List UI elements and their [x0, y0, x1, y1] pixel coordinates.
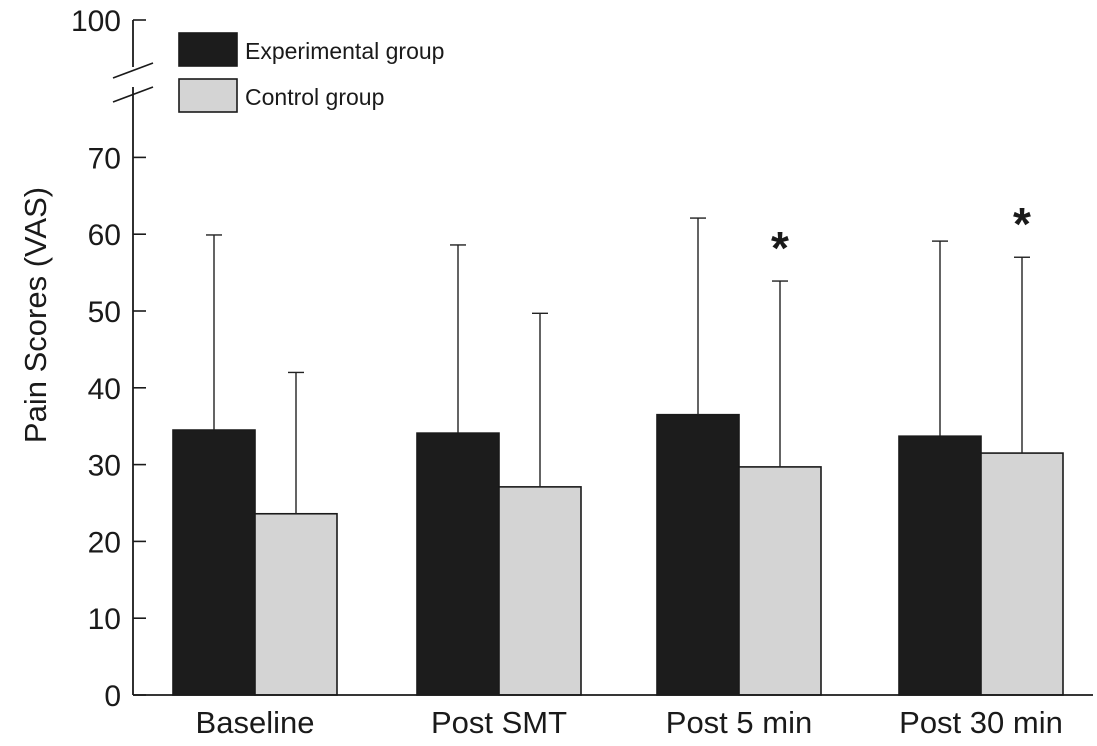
- bar: [173, 430, 255, 695]
- bar: [739, 467, 821, 695]
- annotations-layer: * *: [771, 198, 1031, 274]
- y-tick-label: 20: [88, 526, 121, 559]
- y-tick-label: 40: [88, 373, 121, 406]
- bar: [417, 433, 499, 695]
- y-tick-label: 0: [104, 680, 121, 713]
- bars-layer: [173, 415, 1063, 695]
- y-tick-label: 30: [88, 450, 121, 483]
- legend-label: Experimental group: [245, 38, 444, 64]
- legend-swatch: [179, 79, 237, 112]
- y-axis-title: Pain Scores (VAS): [18, 187, 53, 443]
- significance-marker: *: [771, 222, 789, 274]
- y-tick-label: 50: [88, 296, 121, 329]
- x-tick-label: Post SMT: [431, 705, 567, 740]
- bar: [899, 436, 981, 695]
- legend-swatch: [179, 33, 237, 66]
- significance-marker: *: [1013, 198, 1031, 250]
- y-tick-label: 70: [88, 142, 121, 175]
- x-tick-label: Post 5 min: [666, 705, 812, 740]
- bar: [499, 487, 581, 695]
- x-tick-label: Baseline: [196, 705, 315, 740]
- y-tick-label: 100: [71, 5, 121, 38]
- legend: Experimental group Control group: [179, 33, 444, 112]
- y-tick-label: 60: [88, 219, 121, 252]
- x-categories-layer: Baseline Post SMT Post 5 min Post 30 min: [196, 705, 1063, 740]
- x-tick-label: Post 30 min: [899, 705, 1063, 740]
- bar: [657, 415, 739, 695]
- bar: [981, 453, 1063, 695]
- y-tick-label: 10: [88, 603, 121, 636]
- bar: [255, 514, 337, 695]
- legend-label: Control group: [245, 84, 384, 110]
- y-ticks-layer: 0 10 20 30 40 50 60 70 100: [71, 5, 146, 713]
